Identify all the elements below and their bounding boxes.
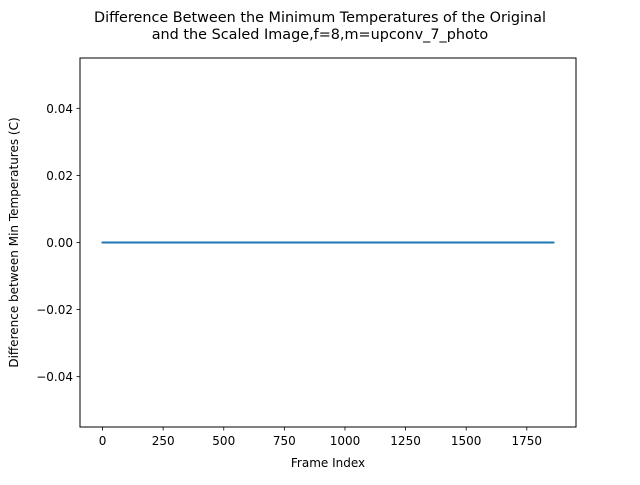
chart-title-line-2: and the Scaled Image,f=8,m=upconv_7_phot… xyxy=(152,27,489,43)
x-tick-label: 1750 xyxy=(512,434,543,448)
y-tick-label: 0.00 xyxy=(46,236,73,250)
x-axis-label: Frame Index xyxy=(291,456,365,470)
plot-frame xyxy=(79,57,577,428)
x-tick-label: 500 xyxy=(212,434,235,448)
x-axis-ticks: 0 250 500 750 1000 1250 1500 1750 xyxy=(99,427,542,448)
x-tick-label: 1250 xyxy=(390,434,421,448)
y-tick-label: 0.02 xyxy=(46,169,73,183)
x-tick-label: 750 xyxy=(273,434,296,448)
y-tick-label: 0.04 xyxy=(46,102,73,116)
chart-title-line-1: Difference Between the Minimum Temperatu… xyxy=(94,10,546,26)
y-axis-label: Difference between Min Temperatures (C) xyxy=(7,117,21,367)
x-tick-label: 250 xyxy=(152,434,175,448)
y-tick-label: −0.04 xyxy=(36,370,73,384)
x-tick-label: 1500 xyxy=(451,434,482,448)
y-axis-ticks: −0.04 −0.02 0.00 0.02 0.04 xyxy=(36,102,80,384)
x-tick-label: 0 xyxy=(99,434,107,448)
y-tick-label: −0.02 xyxy=(36,303,73,317)
x-tick-label: 1000 xyxy=(330,434,361,448)
